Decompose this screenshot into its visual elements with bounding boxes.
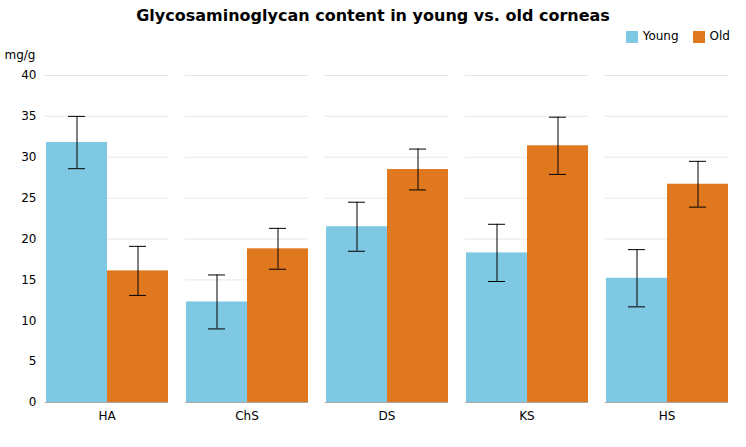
svg-text:0: 0 <box>29 395 37 409</box>
svg-text:5: 5 <box>29 354 37 368</box>
svg-text:35: 35 <box>21 109 36 123</box>
html-text:Young: Young <box>642 29 679 43</box>
svg-text:HA: HA <box>98 409 116 423</box>
svg-text:ChS: ChS <box>235 409 259 423</box>
svg-text:15: 15 <box>21 273 36 287</box>
svg-text:DS: DS <box>379 409 396 423</box>
svg-text:25: 25 <box>21 191 36 205</box>
svg-text:30: 30 <box>21 150 36 164</box>
svg-text:HS: HS <box>659 409 676 423</box>
svg-text:10: 10 <box>21 314 36 328</box>
svg-text:mg/g: mg/g <box>5 48 36 62</box>
svg-text:20: 20 <box>21 232 36 246</box>
html-text:Glycosaminoglycan content in y: Glycosaminoglycan content in young vs. o… <box>136 6 610 25</box>
svg-text:KS: KS <box>519 409 535 423</box>
html-text:Old: Old <box>709 29 730 43</box>
svg-text:40: 40 <box>21 68 36 82</box>
